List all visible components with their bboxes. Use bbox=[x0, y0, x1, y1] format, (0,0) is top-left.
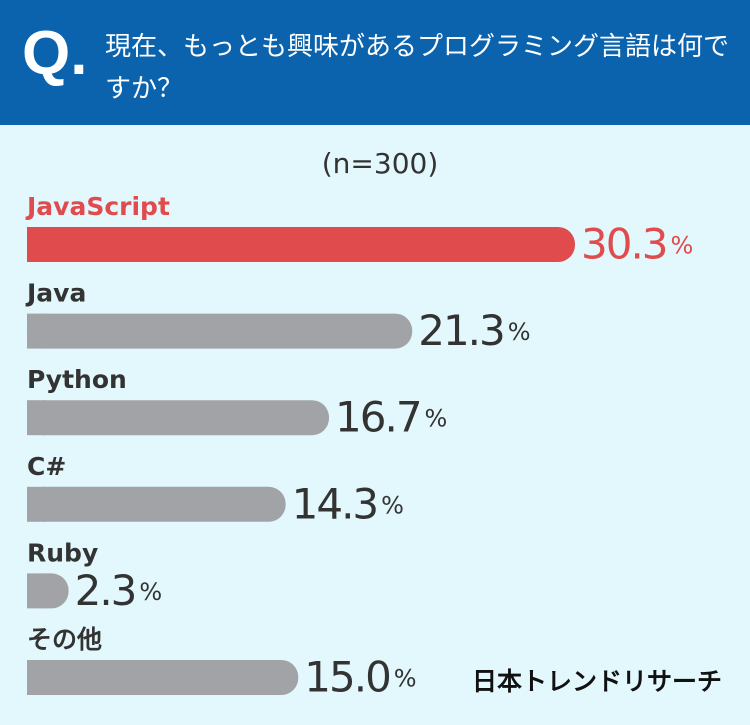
bar-corner bbox=[27, 660, 45, 695]
value-unit: % bbox=[381, 491, 404, 519]
value-unit: % bbox=[508, 318, 531, 346]
header: Q. 現在、もっとも興味があるプログラミング言語は何ですか？ bbox=[0, 0, 750, 125]
value-unit: % bbox=[671, 232, 694, 260]
chart-title: 現在、もっとも興味があるプログラミング言語は何ですか？ bbox=[105, 32, 730, 104]
bar bbox=[27, 486, 286, 522]
value-number: 21.3 bbox=[418, 306, 504, 355]
chart-subtitle: (n=300) bbox=[322, 147, 439, 180]
category-label: その他 bbox=[27, 625, 102, 654]
category-label: Ruby bbox=[27, 538, 98, 567]
value-label: 30.3% bbox=[581, 219, 693, 268]
bar-corner bbox=[27, 313, 45, 349]
value-label: 2.3% bbox=[75, 565, 163, 614]
value-number: 15.0 bbox=[304, 652, 390, 701]
value-unit: % bbox=[139, 578, 162, 606]
question-label: Q. bbox=[22, 19, 88, 88]
value-unit: % bbox=[394, 665, 417, 693]
chart: (n=300) 日本トレンドリサーチ JavaScript 30.3 % Java 21… bbox=[25, 147, 722, 701]
brand: 日本トレンドリサーチ bbox=[472, 667, 722, 696]
bar-corner bbox=[27, 227, 45, 262]
value-number: 2.3 bbox=[75, 565, 136, 614]
value-label: 16.7% bbox=[335, 392, 447, 441]
value-number: 16.7 bbox=[335, 392, 421, 441]
bar bbox=[27, 313, 413, 349]
bar bbox=[27, 400, 330, 436]
value-label: 21.3% bbox=[418, 306, 530, 355]
value-label: 14.3% bbox=[292, 479, 404, 528]
value-unit: % bbox=[425, 405, 448, 433]
bar-corner bbox=[27, 400, 45, 436]
category-label: JavaScript bbox=[25, 192, 170, 221]
bar-corner bbox=[27, 573, 45, 609]
bar bbox=[27, 227, 575, 262]
value-number: 30.3 bbox=[581, 219, 667, 268]
value-label: 15.0% bbox=[304, 652, 416, 701]
category-label: Python bbox=[27, 365, 127, 394]
value-number: 14.3 bbox=[292, 479, 378, 528]
category-label: Java bbox=[25, 279, 86, 308]
category-label: C# bbox=[27, 452, 66, 481]
bar-corner bbox=[27, 486, 45, 522]
bar bbox=[27, 660, 299, 695]
